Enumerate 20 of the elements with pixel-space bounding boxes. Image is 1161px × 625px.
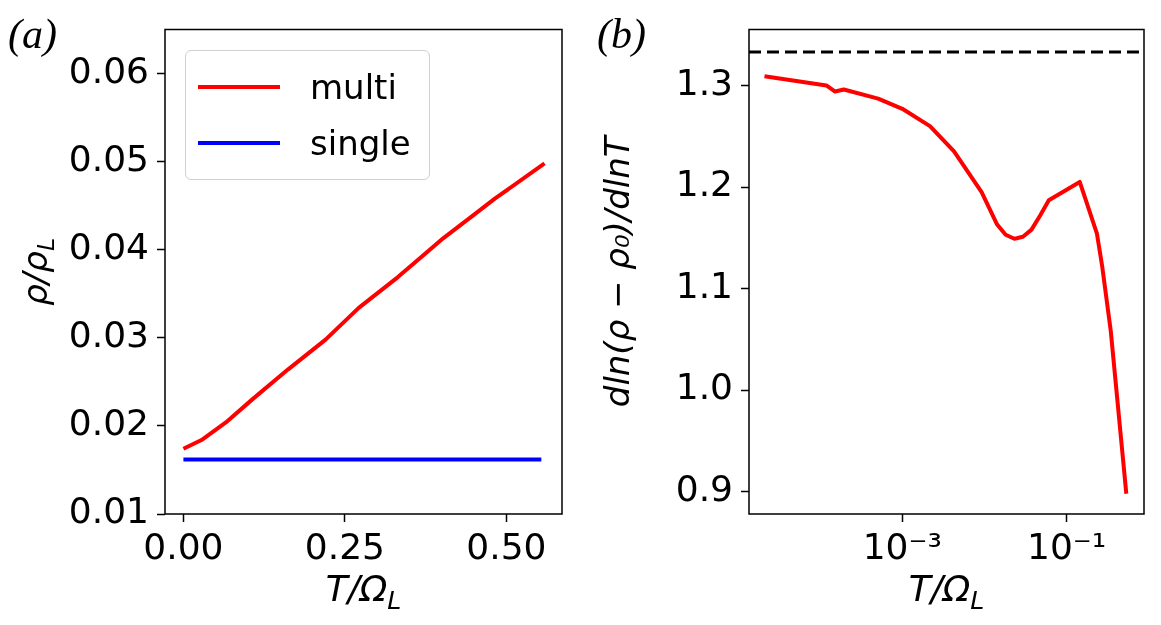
y-tick-label: 1.3 [675,61,733,103]
y-tick-label: 1.2 [675,163,733,205]
legend-label: single [310,121,411,165]
x-tick-label: 0.50 [466,525,547,567]
x-tick-label: 10⁻¹ [1026,525,1107,567]
y-tick-label: 0.06 [68,50,149,91]
y-axis-title: ρ/ρL [14,237,61,306]
x-tick-label: 0.25 [304,525,385,567]
y-tick-label: 0.03 [68,314,149,356]
x-tick-label: 10⁻³ [862,525,942,567]
y-tick-label: 0.04 [68,226,149,268]
y-tick-label: 0.05 [68,138,149,180]
chart-title: (b) [597,11,646,58]
y-tick-label: 0.02 [68,402,149,444]
y-tick-label: 1.0 [675,366,733,408]
chart-title: (a) [8,11,57,58]
y-tick-label: 0.9 [675,468,733,510]
legend-label: multi [310,65,397,109]
y-axis-title: dln(ρ − ρ₀)/dlnT [596,134,637,408]
y-tick-label: 1.1 [675,264,733,306]
